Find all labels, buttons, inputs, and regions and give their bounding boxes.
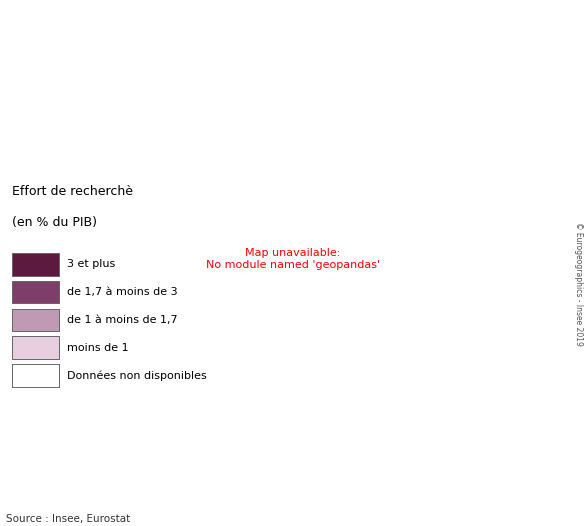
Text: de 1 à moins de 1,7: de 1 à moins de 1,7 [67,315,178,325]
Bar [12,281,59,304]
Text: de 1,7 à moins de 3: de 1,7 à moins de 3 [67,287,178,297]
Text: © Eurogeographics - Insee 2019: © Eurogeographics - Insee 2019 [574,222,583,347]
Bar [12,252,59,276]
Text: (en % du PIB): (en % du PIB) [12,216,97,229]
Bar [12,309,59,331]
Text: Données non disponibles: Données non disponibles [67,370,207,381]
Text: Effort de recherchè: Effort de recherchè [12,185,132,198]
Text: 3 et plus: 3 et plus [67,259,115,269]
Bar [12,365,59,387]
Text: Map unavailable:
No module named 'geopandas': Map unavailable: No module named 'geopan… [206,248,380,270]
Bar [12,337,59,359]
Text: moins de 1: moins de 1 [67,343,129,353]
Text: Source : Insee, Eurostat: Source : Insee, Eurostat [6,514,130,524]
